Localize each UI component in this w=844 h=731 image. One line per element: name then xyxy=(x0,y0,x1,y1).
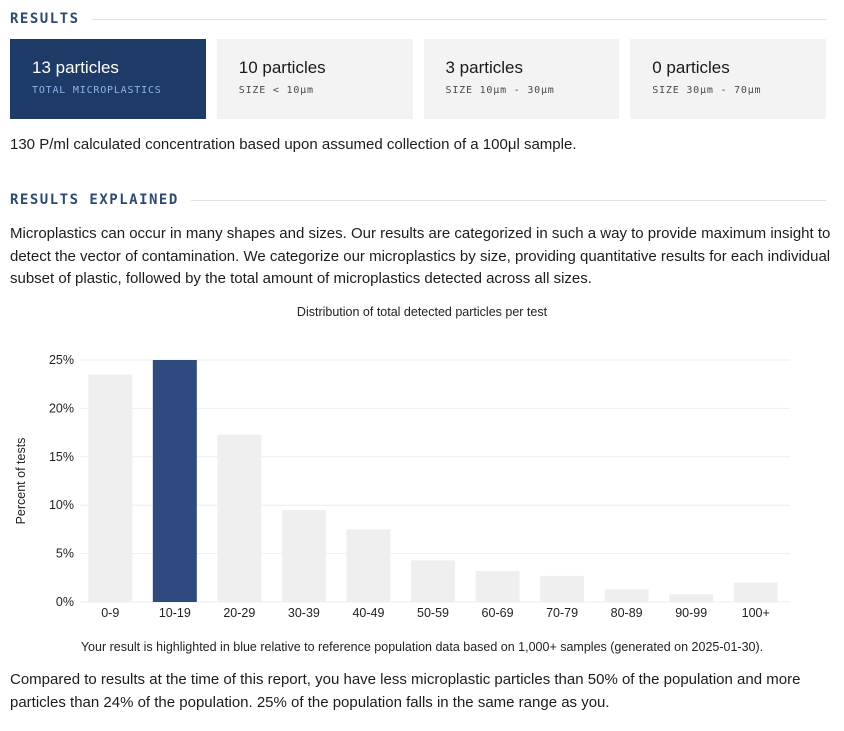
x-tick-label: 90-99 xyxy=(675,606,707,620)
x-tick-label: 40-49 xyxy=(352,606,384,620)
results-explained-heading: RESULTS EXPLAINED xyxy=(10,192,826,208)
size-10-30-label: SIZE 10μm - 30μm xyxy=(445,85,555,96)
y-tick-label: 0% xyxy=(56,595,74,609)
size-10-30-value: 3 particles xyxy=(445,58,523,77)
bar xyxy=(281,510,326,602)
size-30-70-card: 0 particles SIZE 30μm - 70μm xyxy=(630,39,826,119)
bar xyxy=(733,582,778,602)
y-tick-label: 15% xyxy=(49,450,74,464)
x-tick-label: 0-9 xyxy=(101,606,119,620)
bar xyxy=(217,434,262,602)
y-tick-label: 10% xyxy=(49,498,74,512)
total-particles-value: 13 particles xyxy=(32,58,119,77)
size-30-70-value: 0 particles xyxy=(652,58,730,77)
concentration-text: 130 P/ml calculated concentration based … xyxy=(10,136,577,153)
x-tick-label: 10-19 xyxy=(159,606,191,620)
x-tick-label: 30-39 xyxy=(288,606,320,620)
bar xyxy=(669,594,714,602)
size-30-70-label: SIZE 30μm - 70μm xyxy=(652,85,762,96)
x-tick-label: 70-79 xyxy=(546,606,578,620)
chart-title: Distribution of total detected particles… xyxy=(296,305,548,319)
size-under-10-card: 10 particles SIZE < 10μm xyxy=(216,39,413,119)
results-heading-rule xyxy=(91,18,826,20)
y-tick-label: 5% xyxy=(56,547,74,561)
result-cards: 13 particles TOTAL MICROPLASTICS 10 part… xyxy=(10,39,826,119)
results-explained-heading-rule xyxy=(190,199,826,201)
size-under-10-value: 10 particles xyxy=(238,58,326,77)
y-tick-label: 20% xyxy=(49,401,74,415)
bar xyxy=(475,571,520,602)
distribution-bar-chart: 0% 5% 10% 15% 20% 25% Percent of tests 0-9 10-19… xyxy=(14,353,790,620)
bar xyxy=(346,529,391,602)
x-tick-label: 20-29 xyxy=(223,606,255,620)
bar xyxy=(411,560,455,602)
results-heading: RESULTS xyxy=(10,11,826,27)
y-axis-label: Percent of tests xyxy=(14,438,28,525)
results-explained-heading-label: RESULTS EXPLAINED xyxy=(10,192,179,208)
x-tick-label: 60-69 xyxy=(482,606,514,620)
chart-caption: Your result is highlighted in blue relat… xyxy=(80,640,764,654)
comparison-text: Compared to results at the time of this … xyxy=(10,671,801,711)
x-tick-label: 80-89 xyxy=(611,606,643,620)
explanation-paragraph: Microplastics can occur in many shapes a… xyxy=(10,225,831,287)
size-under-10-label: SIZE < 10μm xyxy=(238,85,314,96)
y-tick-label: 25% xyxy=(49,353,74,367)
bar xyxy=(604,589,649,602)
results-heading-label: RESULTS xyxy=(10,11,80,27)
bar xyxy=(88,374,133,602)
bar xyxy=(540,575,585,602)
x-tick-label: 50-59 xyxy=(417,606,449,620)
total-microplastics-card: 13 particles TOTAL MICROPLASTICS xyxy=(10,39,206,119)
total-particles-label: TOTAL MICROPLASTICS xyxy=(32,85,162,96)
size-10-30-card: 3 particles SIZE 10μm - 30μm xyxy=(423,39,620,119)
bar-highlighted xyxy=(152,360,197,602)
x-tick-label: 100+ xyxy=(742,606,770,620)
